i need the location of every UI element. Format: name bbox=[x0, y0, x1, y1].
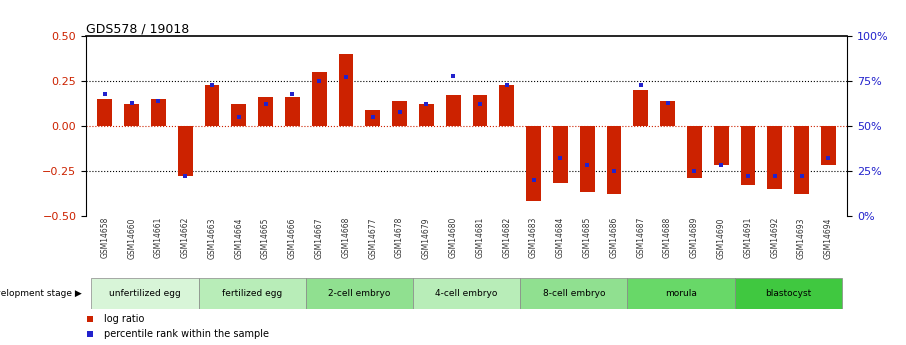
Bar bbox=[795, 126, 809, 194]
Bar bbox=[499, 85, 515, 126]
Bar bbox=[392, 101, 407, 126]
Bar bbox=[714, 126, 728, 165]
Bar bbox=[258, 97, 273, 126]
Bar bbox=[687, 126, 702, 178]
Bar bbox=[285, 97, 300, 126]
Bar bbox=[365, 110, 381, 126]
Bar bbox=[767, 126, 782, 189]
Text: percentile rank within the sample: percentile rank within the sample bbox=[103, 329, 268, 339]
Bar bbox=[419, 105, 434, 126]
Bar bbox=[627, 278, 735, 309]
Text: 8-cell embryo: 8-cell embryo bbox=[543, 289, 605, 298]
Text: blastocyst: blastocyst bbox=[765, 289, 811, 298]
Bar bbox=[526, 126, 541, 201]
Bar bbox=[124, 105, 139, 126]
Bar bbox=[339, 54, 353, 126]
Bar bbox=[821, 126, 835, 165]
Bar bbox=[98, 99, 112, 126]
Bar bbox=[306, 278, 413, 309]
Text: development stage ▶: development stage ▶ bbox=[0, 289, 82, 298]
Text: 2-cell embryo: 2-cell embryo bbox=[328, 289, 390, 298]
Bar bbox=[205, 85, 219, 126]
Text: morula: morula bbox=[665, 289, 697, 298]
Text: fertilized egg: fertilized egg bbox=[222, 289, 283, 298]
Bar bbox=[473, 96, 487, 126]
Bar bbox=[198, 278, 306, 309]
Bar bbox=[553, 126, 568, 183]
Bar bbox=[740, 126, 756, 185]
Bar bbox=[151, 99, 166, 126]
Text: GDS578 / 19018: GDS578 / 19018 bbox=[86, 22, 189, 35]
Bar bbox=[446, 96, 460, 126]
Text: log ratio: log ratio bbox=[103, 314, 144, 324]
Bar bbox=[607, 126, 622, 194]
Bar bbox=[312, 72, 326, 126]
Bar bbox=[633, 90, 648, 126]
Bar bbox=[178, 126, 193, 176]
Bar bbox=[580, 126, 594, 192]
Bar bbox=[413, 278, 520, 309]
Bar bbox=[231, 105, 246, 126]
Bar bbox=[660, 101, 675, 126]
Bar bbox=[92, 278, 198, 309]
Text: unfertilized egg: unfertilized egg bbox=[109, 289, 181, 298]
Bar bbox=[735, 278, 842, 309]
Text: 4-cell embryo: 4-cell embryo bbox=[436, 289, 497, 298]
Bar bbox=[520, 278, 627, 309]
